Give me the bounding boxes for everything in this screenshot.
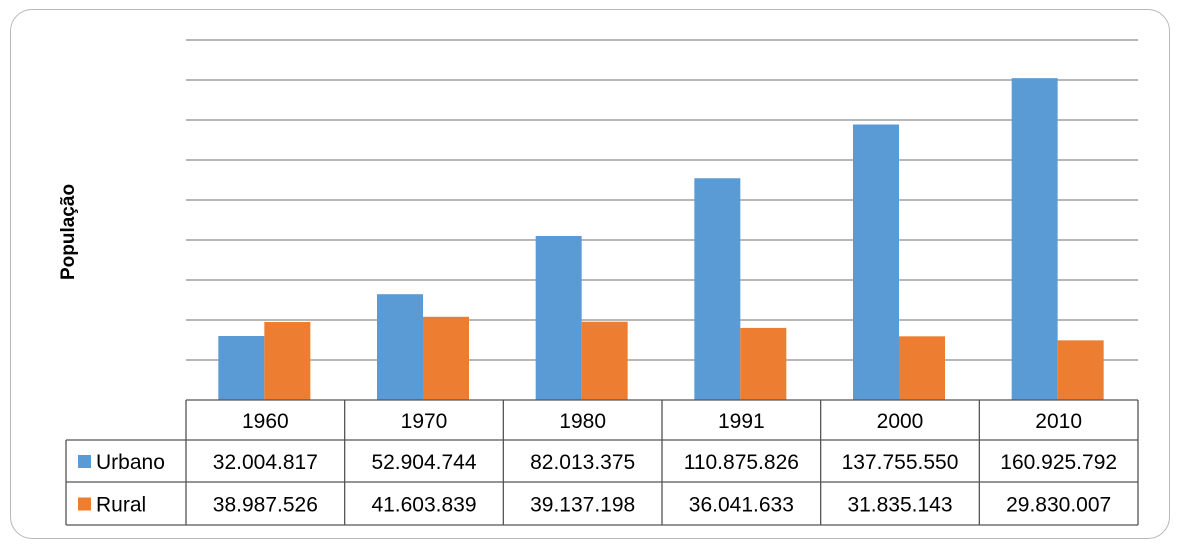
bar-urbano-2000 [853,124,899,401]
bar-rural-1991 [740,327,787,400]
tick-label-1991: 1991 [718,410,765,433]
data-label-rural-1970: 41.603.839 [371,494,476,517]
bar-rural-2010 [1057,340,1104,400]
chart-frame [10,9,1170,539]
bar-urbano-1960 [218,335,265,400]
bar-rural-1980 [581,321,628,400]
bar-rural-2000 [899,336,945,400]
bar-urbano-1991 [694,178,741,400]
data-label-rural-1991: 36.041.633 [689,494,794,517]
legend-key-urbano [78,455,91,468]
data-label-urbano-2010: 160.925.792 [1000,451,1117,474]
bar-urbano-1970 [377,294,423,400]
bar-urbano-2010 [1011,78,1058,401]
data-label-rural-2000: 31.835.143 [847,494,952,517]
data-table: 1960 1970 1980 1991 2000 2010 Urbano 32.004.817… [65,399,1139,526]
data-label-rural-1980: 39.137.198 [530,494,635,517]
data-label-urbano-1960: 32.004.817 [213,451,318,474]
bars [218,78,1104,401]
bar-urbano-1980 [535,235,582,400]
data-label-rural-2010: 29.830.007 [1006,494,1111,517]
bar-rural-1970 [423,316,469,400]
legend-key-rural [78,497,91,511]
data-label-urbano-2000: 137.755.550 [842,451,959,474]
tick-label-1980: 1980 [559,410,606,433]
legend-label-rural: Rural [96,494,146,517]
tick-label-2010: 2010 [1035,410,1082,433]
legend-label-urbano: Urbano [96,451,165,474]
data-label-urbano-1980: 82.013.375 [530,451,635,474]
tick-label-2000: 2000 [877,410,924,433]
tick-label-1970: 1970 [401,410,448,433]
tick-label-1960: 1960 [242,410,289,433]
bar-rural-1960 [264,322,311,400]
y-axis-label: População [58,184,79,280]
data-label-rural-1960: 38.987.526 [213,494,318,517]
data-label-urbano-1970: 52.904.744 [371,451,476,474]
data-label-urbano-1991: 110.875.826 [684,451,799,474]
gridlines [186,39,1138,361]
